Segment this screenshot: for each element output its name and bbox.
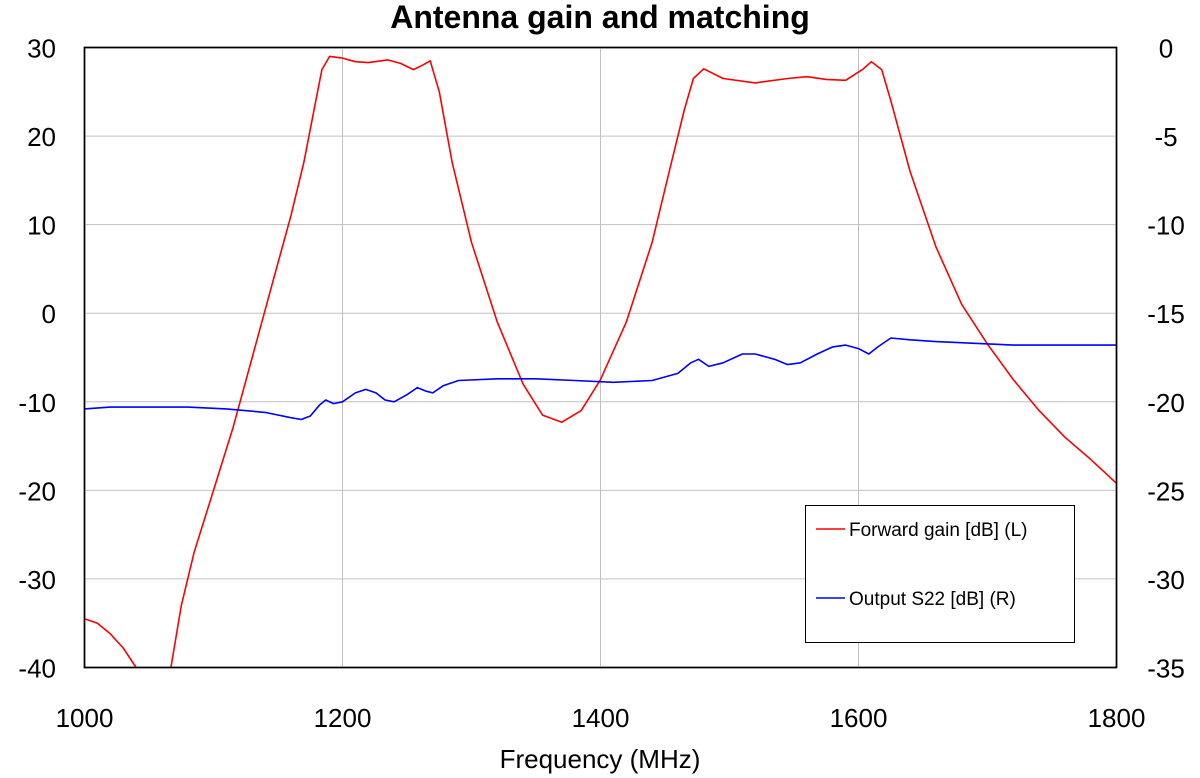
y-right-tick-label: -15 (1147, 299, 1185, 329)
x-axis-label: Frequency (MHz) (500, 744, 701, 774)
y-left-tick-label: -30 (18, 565, 56, 595)
series-line-output-s22 (84, 337, 1117, 421)
series-layer (84, 55, 1118, 668)
y-right-tick-label: -5 (1154, 122, 1177, 152)
legend: Forward gain [dB] (L) Output S22 [dB] (R… (805, 505, 1075, 643)
y-right-tick-label: -35 (1147, 654, 1185, 684)
legend-label-output-s22: Output S22 [dB] (R) (849, 589, 1016, 610)
y-left-tick-label: 20 (27, 122, 56, 152)
y-left-tick-label: -40 (18, 654, 56, 684)
y-left-tick-label: 0 (42, 299, 56, 329)
y-right-tick-label: -10 (1147, 211, 1185, 241)
x-tick-label: 1800 (1088, 703, 1146, 733)
y-right-tick-label: -30 (1147, 565, 1185, 595)
y-right-axis-ticks: 0 -5 -10 -15 -20 -25 -30 -35 (1147, 34, 1185, 684)
x-tick-label: 1200 (314, 703, 372, 733)
y-right-tick-label: 0 (1159, 34, 1173, 64)
chart-title: Antenna gain and matching (390, 0, 810, 35)
y-left-tick-label: 30 (27, 34, 56, 64)
series-line-forward-gain (170, 55, 1118, 668)
y-right-tick-label: -20 (1147, 388, 1185, 418)
x-tick-label: 1000 (56, 703, 114, 733)
x-tick-label: 1600 (830, 703, 888, 733)
y-left-tick-label: -10 (18, 388, 56, 418)
series-line-forward-gain (84, 618, 137, 668)
y-left-tick-label: -20 (18, 476, 56, 506)
y-left-axis-ticks: 30 20 10 0 -10 -20 -30 -40 (18, 34, 56, 684)
legend-box (805, 505, 1075, 643)
plot-frame (83, 46, 1118, 669)
y-right-tick-label: -25 (1147, 476, 1185, 506)
x-axis-ticks: 1000 1200 1400 1600 1800 (56, 703, 1146, 733)
x-tick-label: 1400 (572, 703, 630, 733)
y-left-tick-label: 10 (27, 211, 56, 241)
legend-label-forward-gain: Forward gain [dB] (L) (849, 520, 1027, 541)
